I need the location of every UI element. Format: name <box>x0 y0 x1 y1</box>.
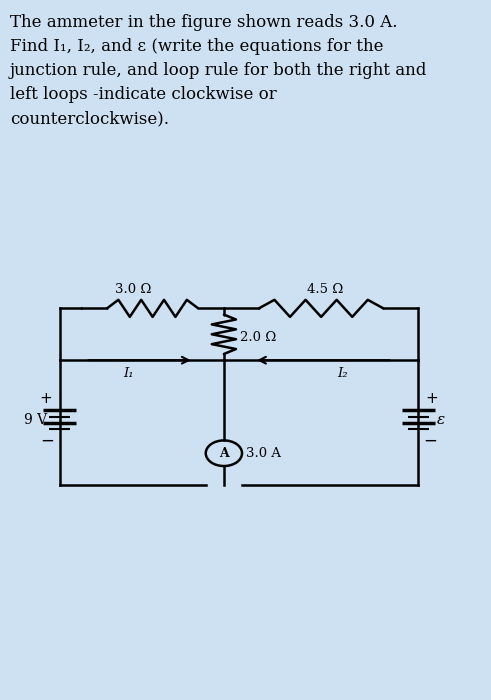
Text: −: − <box>424 431 437 449</box>
Text: 4.5 Ω: 4.5 Ω <box>307 283 344 295</box>
Text: +: + <box>426 391 438 407</box>
Text: I₁: I₁ <box>124 367 134 380</box>
Text: The ammeter in the figure shown reads 3.0 A.
Find I₁, I₂, and ε (write the equat: The ammeter in the figure shown reads 3.… <box>10 14 427 127</box>
Text: 2.0 Ω: 2.0 Ω <box>240 331 276 344</box>
Text: I₂: I₂ <box>337 367 348 380</box>
Text: −: − <box>41 431 55 449</box>
Text: 3.0 Ω: 3.0 Ω <box>115 283 151 295</box>
Text: ε: ε <box>436 413 445 427</box>
Text: 9 V: 9 V <box>25 413 48 427</box>
Text: 3.0 A: 3.0 A <box>246 447 281 460</box>
Text: A: A <box>219 447 229 460</box>
Text: +: + <box>39 391 52 407</box>
